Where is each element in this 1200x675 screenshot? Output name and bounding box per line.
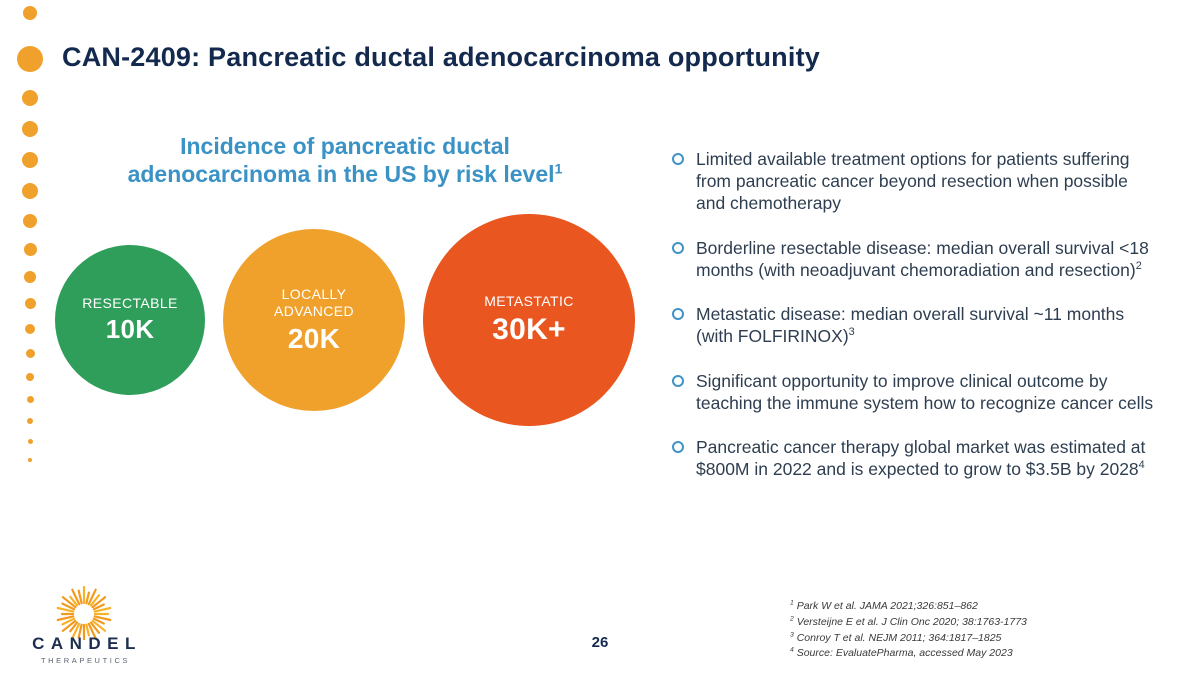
footnotes: 1 Park W et al. JAMA 2021;326:851–862 2 V… — [790, 599, 1027, 662]
accent-dot — [22, 183, 38, 199]
bullet-circle-icon — [672, 308, 684, 321]
accent-dot — [24, 271, 36, 283]
bubble-metastatic: METASTATIC 30K+ — [423, 214, 635, 427]
bullet-text: Limited available treatment options for … — [696, 149, 1130, 214]
footnote: 4 Source: EvaluatePharma, accessed May 2… — [790, 646, 1013, 660]
accent-dot — [23, 243, 37, 256]
chart-heading-text: Incidence of pancreatic ductal adenocarc… — [127, 133, 555, 188]
bubble-locally-advanced: LOCALLY ADVANCED 20K — [223, 229, 405, 412]
logo-subtitle: THERAPEUTICS — [40, 656, 131, 665]
accent-dot — [27, 418, 33, 424]
bullet-item: Significant opportunity to improve clini… — [672, 370, 1160, 414]
bubble-resectable: RESECTABLE 10K — [55, 245, 205, 396]
chart-heading: Incidence of pancreatic ductal adenocarc… — [105, 132, 585, 188]
footnote: 3 Conroy T et al. NEJM 2011; 364:1817–18… — [790, 631, 1002, 644]
bubble-value: 20K — [287, 322, 341, 354]
bullet-text: Significant opportunity to improve clini… — [696, 370, 1154, 413]
bubble-value: 30K+ — [492, 312, 566, 346]
accent-dot — [27, 439, 33, 444]
accent-dot — [25, 349, 35, 358]
bullet-circle-icon — [672, 440, 684, 453]
accent-dot — [23, 6, 37, 20]
dot-accent-column — [0, 0, 60, 480]
key-points-panel: Limited available treatment options for … — [672, 148, 1160, 480]
candel-logo: CANDEL THERAPEUTICS — [24, 584, 144, 665]
bubble-row: RESECTABLE 10K LOCALLY ADVANCED 20K METASTAT… — [45, 214, 645, 427]
bullet-item: Metastatic disease: median overall survi… — [672, 303, 1160, 347]
slide-title: CAN-2409: Pancreatic ductal adenocarcino… — [62, 42, 820, 72]
accent-dot — [22, 90, 38, 106]
accent-dot — [28, 458, 32, 462]
bullet-circle-icon — [672, 374, 684, 387]
bullet-circle-icon — [672, 153, 684, 165]
accent-dot — [25, 324, 35, 334]
bubble-value: 10K — [105, 314, 155, 345]
incidence-chart-panel: Incidence of pancreatic ductal adenocarc… — [45, 132, 645, 427]
accent-dot — [23, 214, 37, 228]
bullet-circle-icon — [672, 241, 684, 254]
accent-dot — [22, 152, 38, 168]
sunburst-icon — [56, 585, 112, 640]
bullet-list: Limited available treatment options for … — [672, 148, 1160, 480]
bullet-item: Borderline resectable disease: median ov… — [672, 237, 1160, 281]
bubble-label: LOCALLY ADVANCED — [274, 285, 354, 320]
accent-dot — [22, 121, 38, 137]
accent-dot — [24, 298, 36, 309]
footnote: 1 Park W et al. JAMA 2021;326:851–862 — [790, 599, 978, 612]
accent-dot — [26, 373, 34, 381]
bullet-text: Pancreatic cancer therapy global market … — [696, 436, 1146, 480]
logo-name: CANDEL — [32, 634, 142, 653]
bubble-label: RESECTABLE — [82, 294, 178, 311]
accent-dot — [17, 46, 43, 72]
bullet-text: Metastatic disease: median overall survi… — [696, 304, 1125, 347]
bullet-item: Pancreatic cancer therapy global market … — [672, 436, 1160, 480]
accent-dot — [26, 396, 34, 403]
footnote: 2 Versteijne E et al. J Clin Onc 2020; 3… — [790, 615, 1027, 628]
page-number: 26 — [591, 634, 609, 651]
bullet-text: Borderline resectable disease: median ov… — [696, 237, 1149, 280]
bullet-item: Limited available treatment options for … — [672, 148, 1160, 215]
chart-heading-superscript: 1 — [554, 161, 563, 178]
bubble-label: METASTATIC — [484, 293, 574, 310]
